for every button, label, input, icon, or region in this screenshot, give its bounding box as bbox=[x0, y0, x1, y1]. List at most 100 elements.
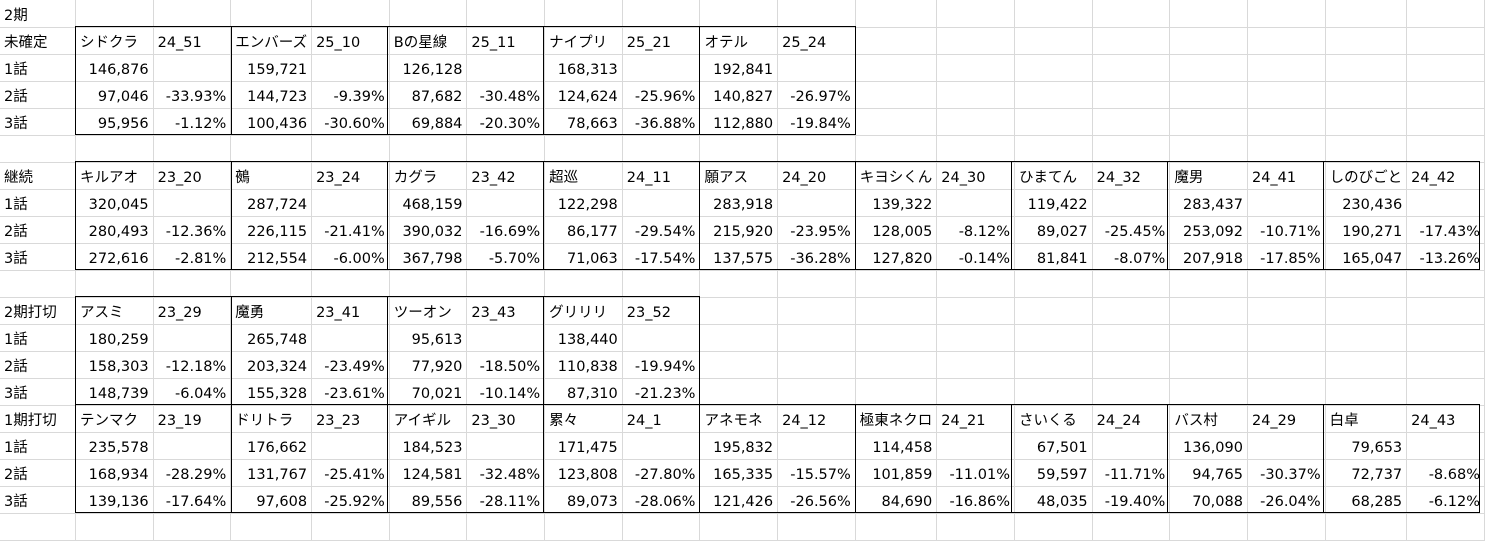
show-code[interactable]: 24_41 bbox=[1247, 162, 1326, 190]
change-percent[interactable]: -19.94% bbox=[622, 351, 701, 379]
cell[interactable] bbox=[1325, 513, 1408, 541]
change-percent[interactable]: -10.14% bbox=[466, 378, 546, 406]
cell[interactable] bbox=[1014, 27, 1093, 55]
section-label[interactable]: 継続 bbox=[0, 162, 76, 190]
cell[interactable] bbox=[1169, 378, 1248, 406]
cell[interactable] bbox=[622, 324, 701, 352]
episode-value[interactable]: 110,838 bbox=[544, 351, 623, 379]
cell[interactable] bbox=[855, 0, 938, 28]
cell[interactable] bbox=[75, 0, 154, 28]
cell[interactable] bbox=[1169, 135, 1248, 163]
episode-value[interactable]: 71,063 bbox=[544, 243, 623, 271]
cell[interactable] bbox=[1092, 351, 1171, 379]
cell[interactable] bbox=[777, 0, 856, 28]
episode-value[interactable]: 123,808 bbox=[544, 459, 623, 487]
change-percent[interactable]: -21.41% bbox=[311, 216, 390, 244]
episode-value[interactable]: 148,739 bbox=[75, 378, 154, 406]
episode-value[interactable]: 265,748 bbox=[230, 324, 313, 352]
cell[interactable] bbox=[855, 27, 938, 55]
episode-value[interactable]: 89,073 bbox=[544, 486, 623, 514]
cell[interactable] bbox=[1247, 270, 1326, 298]
episode-value[interactable]: 230,436 bbox=[1325, 189, 1408, 217]
cell[interactable] bbox=[389, 0, 468, 28]
cell[interactable] bbox=[75, 135, 154, 163]
cell[interactable] bbox=[1092, 81, 1171, 109]
cell[interactable] bbox=[466, 54, 546, 82]
episode-value[interactable]: 77,920 bbox=[389, 351, 468, 379]
show-name[interactable]: 超巡 bbox=[544, 162, 623, 190]
show-code[interactable]: 24_32 bbox=[1092, 162, 1171, 190]
show-name[interactable]: エンバーズ bbox=[230, 27, 313, 55]
cell[interactable] bbox=[622, 189, 701, 217]
cell[interactable] bbox=[1014, 378, 1093, 406]
cell[interactable] bbox=[1014, 324, 1093, 352]
cell[interactable] bbox=[699, 351, 779, 379]
cell[interactable] bbox=[777, 324, 856, 352]
cell[interactable] bbox=[1406, 270, 1485, 298]
cell[interactable] bbox=[1247, 189, 1326, 217]
episode-value[interactable]: 367,798 bbox=[389, 243, 468, 271]
cell[interactable] bbox=[1247, 27, 1326, 55]
cell[interactable] bbox=[466, 324, 546, 352]
episode-label[interactable]: 1話 bbox=[0, 54, 76, 82]
episode-value[interactable]: 87,310 bbox=[544, 378, 623, 406]
change-percent[interactable]: -2.81% bbox=[153, 243, 232, 271]
show-code[interactable]: 25_24 bbox=[777, 27, 856, 55]
section-label[interactable]: 1期打切 bbox=[0, 405, 76, 433]
episode-value[interactable]: 320,045 bbox=[75, 189, 154, 217]
episode-value[interactable]: 100,436 bbox=[230, 108, 313, 136]
show-code[interactable]: 23_42 bbox=[466, 162, 546, 190]
change-percent[interactable]: -26.56% bbox=[777, 486, 856, 514]
change-percent[interactable]: -20.30% bbox=[466, 108, 546, 136]
show-code[interactable]: 23_43 bbox=[466, 297, 546, 325]
change-percent[interactable]: -11.01% bbox=[936, 459, 1015, 487]
cell[interactable] bbox=[1325, 297, 1408, 325]
episode-label[interactable]: 3話 bbox=[0, 486, 76, 514]
cell[interactable] bbox=[699, 0, 779, 28]
episode-label[interactable]: 3話 bbox=[0, 378, 76, 406]
show-name[interactable]: アイギル bbox=[389, 405, 468, 433]
change-percent[interactable]: -15.57% bbox=[777, 459, 856, 487]
cell[interactable] bbox=[1014, 54, 1093, 82]
episode-value[interactable]: 287,724 bbox=[230, 189, 313, 217]
cell[interactable] bbox=[1325, 108, 1408, 136]
episode-value[interactable]: 226,115 bbox=[230, 216, 313, 244]
cell[interactable] bbox=[699, 297, 779, 325]
episode-value[interactable]: 48,035 bbox=[1014, 486, 1093, 514]
cell[interactable] bbox=[777, 432, 856, 460]
sheet-title[interactable]: 2期 bbox=[0, 0, 76, 28]
cell[interactable] bbox=[1247, 297, 1326, 325]
cell[interactable] bbox=[1406, 54, 1485, 82]
change-percent[interactable]: -21.23% bbox=[622, 378, 701, 406]
change-percent[interactable]: -23.49% bbox=[311, 351, 390, 379]
cell[interactable] bbox=[1169, 351, 1248, 379]
episode-value[interactable]: 95,956 bbox=[75, 108, 154, 136]
episode-value[interactable]: 253,092 bbox=[1169, 216, 1248, 244]
change-percent[interactable]: -8.68% bbox=[1406, 459, 1485, 487]
change-percent[interactable]: -26.97% bbox=[777, 81, 856, 109]
cell[interactable] bbox=[544, 513, 623, 541]
show-code[interactable]: 25_21 bbox=[622, 27, 701, 55]
episode-label[interactable]: 3話 bbox=[0, 108, 76, 136]
section-label[interactable]: 2期打切 bbox=[0, 297, 76, 325]
change-percent[interactable]: -13.26% bbox=[1406, 243, 1485, 271]
change-percent[interactable]: -25.41% bbox=[311, 459, 390, 487]
show-name[interactable]: 極東ネクロ bbox=[855, 405, 938, 433]
show-code[interactable]: 24_42 bbox=[1406, 162, 1485, 190]
cell[interactable] bbox=[311, 54, 390, 82]
change-percent[interactable]: -25.92% bbox=[311, 486, 390, 514]
cell[interactable] bbox=[699, 270, 779, 298]
change-percent[interactable]: -0.14% bbox=[936, 243, 1015, 271]
cell[interactable] bbox=[153, 270, 232, 298]
change-percent[interactable]: -8.12% bbox=[936, 216, 1015, 244]
show-name[interactable]: ナイプリ bbox=[544, 27, 623, 55]
show-name[interactable]: キヨシくん bbox=[855, 162, 938, 190]
episode-label[interactable]: 3話 bbox=[0, 243, 76, 271]
episode-value[interactable]: 101,859 bbox=[855, 459, 938, 487]
cell[interactable] bbox=[1014, 0, 1093, 28]
episode-value[interactable]: 180,259 bbox=[75, 324, 154, 352]
change-percent[interactable]: -16.69% bbox=[466, 216, 546, 244]
cell[interactable] bbox=[1325, 351, 1408, 379]
cell[interactable] bbox=[777, 189, 856, 217]
change-percent[interactable]: -30.60% bbox=[311, 108, 390, 136]
